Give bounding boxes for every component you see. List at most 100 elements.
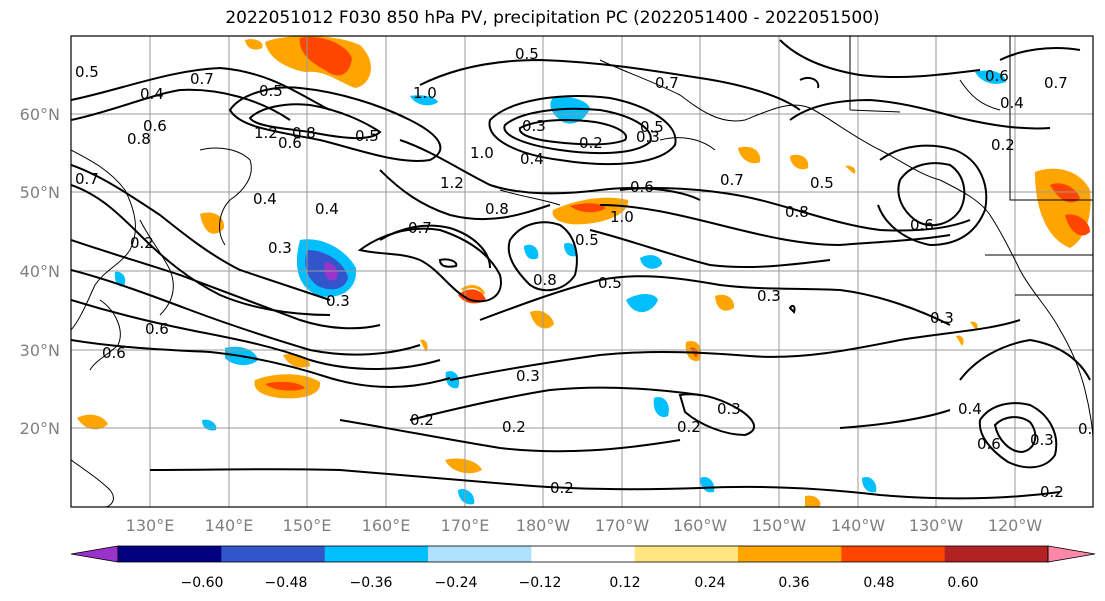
contour-label: 0.5	[640, 118, 664, 136]
contour-label: 0.7	[1044, 74, 1068, 92]
lat-label: 40°N	[20, 262, 60, 281]
lat-label: 30°N	[20, 341, 60, 360]
contour-label: 0.6	[985, 67, 1009, 85]
contour-label: 0.5	[515, 45, 539, 63]
colorbar-extend-high	[1047, 545, 1096, 563]
lat-label: 20°N	[20, 419, 60, 438]
contour-labels: 0.5 0.7 0.5 0.6 0.4 0.6 0.8 0.7 1.2 0.8 …	[75, 45, 1093, 501]
contour-label: 1.0	[413, 84, 437, 102]
contour-label: 1.0	[610, 208, 634, 226]
lat-label: 50°N	[20, 183, 60, 202]
colorbar-segment	[634, 546, 739, 562]
contour-label: 0.3	[522, 117, 546, 135]
contour-label: 1.2	[254, 124, 278, 142]
contour-label: 0.4	[315, 200, 339, 218]
lon-label: 140°W	[831, 516, 886, 535]
lon-label: 140°E	[205, 516, 254, 535]
contour-label: 0.2	[410, 411, 434, 429]
contour-label: 0.2	[550, 479, 574, 497]
contour-label: 0.7	[720, 171, 744, 189]
colorbar-tick-label: 0.36	[778, 575, 809, 591]
contour-label: 0.3	[717, 400, 741, 418]
contour-label: 0.5	[575, 231, 599, 249]
map-layers: 0.5 0.7 0.5 0.6 0.4 0.6 0.8 0.7 1.2 0.8 …	[71, 36, 1093, 507]
lon-label: 180°W	[516, 516, 571, 535]
contour-label: 0.4	[1000, 94, 1024, 112]
contour-label: 0.4	[958, 400, 982, 418]
coastlines	[71, 36, 1093, 507]
contour-label: 0.8	[292, 124, 316, 142]
colorbar: −0.60 −0.48 −0.36 −0.24 −0.12 0.12 0.24 …	[70, 545, 1096, 591]
graticule	[71, 36, 1093, 507]
colorbar-tick-label: 0.12	[609, 575, 640, 591]
colorbar-segment	[118, 546, 222, 562]
latitude-labels: 60°N 50°N 40°N 30°N 20°N	[20, 105, 60, 438]
colorbar-tick-label: 0.48	[863, 575, 894, 591]
contour-label: 0.3	[516, 367, 540, 385]
contour-label: 0.6	[630, 178, 654, 196]
longitude-labels: 130°E 140°E 150°E 160°E 170°E 180°W 170°…	[126, 516, 1043, 535]
colorbar-segment	[738, 546, 842, 562]
lon-label: 120°W	[988, 516, 1043, 535]
colorbar-segment	[531, 546, 636, 562]
colorbar-tick-label: 0.60	[947, 575, 978, 591]
contour-label: 0.3	[326, 292, 350, 310]
colorbar-segments	[70, 545, 1096, 563]
colorbar-segment	[841, 546, 946, 562]
contour-label: 0.3	[636, 128, 660, 146]
contour-label: 0.2	[130, 234, 154, 252]
colorbar-tick-label: −0.60	[181, 575, 224, 591]
colorbar-segment	[221, 546, 326, 562]
contour-label: 0.7	[408, 219, 432, 237]
contour-label: 0.2	[579, 134, 603, 152]
contour-label: 0.2	[991, 136, 1015, 154]
colorbar-segment	[944, 546, 1049, 562]
lon-label: 170°W	[595, 516, 650, 535]
contour-label: 0.3	[268, 239, 292, 257]
contour-label: 0.8	[127, 130, 151, 148]
lon-label: 160°E	[362, 516, 411, 535]
lon-label: 130°E	[126, 516, 175, 535]
contour-label: 0.7	[190, 70, 214, 88]
contour-label: 0.6	[143, 117, 167, 135]
contour-label: 0.8	[485, 200, 509, 218]
pv-contours	[71, 39, 1091, 500]
contour-label: 1.0	[470, 144, 494, 162]
map-frame	[70, 35, 1094, 508]
contour-label: 0.3	[1030, 431, 1054, 449]
contour-label: 0.7	[655, 74, 679, 92]
colorbar-segment	[428, 546, 532, 562]
contour-label: 0.3	[930, 309, 954, 327]
colorbar-tick-label: −0.12	[519, 575, 562, 591]
lat-label: 60°N	[20, 105, 60, 124]
colorbar-extend-low	[70, 545, 119, 563]
contour-label: 0.3	[757, 287, 781, 305]
colorbar-outline	[117, 545, 1049, 563]
contour-label: 1.2	[440, 174, 464, 192]
contour-label: 0.5	[259, 82, 283, 100]
lon-label: 160°W	[673, 516, 728, 535]
colorbar-tick-label: −0.24	[435, 575, 478, 591]
contour-label: 0.5	[810, 174, 834, 192]
contour-label: 0.6	[145, 320, 169, 338]
colorbar-tick-label: −0.36	[350, 575, 393, 591]
contour-label: 0.8	[533, 271, 557, 289]
contour-label: 0.5	[355, 127, 379, 145]
contour-label: 0.4	[253, 190, 277, 208]
contour-label: 0.6	[278, 134, 302, 152]
contour-label: 0.2	[502, 418, 526, 436]
colorbar-tick-label: −0.48	[265, 575, 308, 591]
lon-label: 170°E	[441, 516, 490, 535]
contour-label: 0.5	[598, 274, 622, 292]
contour-label: 0.6	[910, 216, 934, 234]
lon-label: 130°W	[909, 516, 964, 535]
colorbar-tick-labels: −0.60 −0.48 −0.36 −0.24 −0.12 0.12 0.24 …	[181, 575, 979, 591]
contour-label: 0.5	[75, 63, 99, 81]
figure-title: 2022051012 F030 850 hPa PV, precipitatio…	[225, 8, 880, 28]
contour-label: 0.6	[102, 344, 126, 362]
colorbar-tick-label: 0.24	[694, 575, 725, 591]
contour-label: 0.6	[977, 435, 1001, 453]
contour-label: 0.7	[75, 170, 99, 188]
lon-label: 150°E	[283, 516, 332, 535]
